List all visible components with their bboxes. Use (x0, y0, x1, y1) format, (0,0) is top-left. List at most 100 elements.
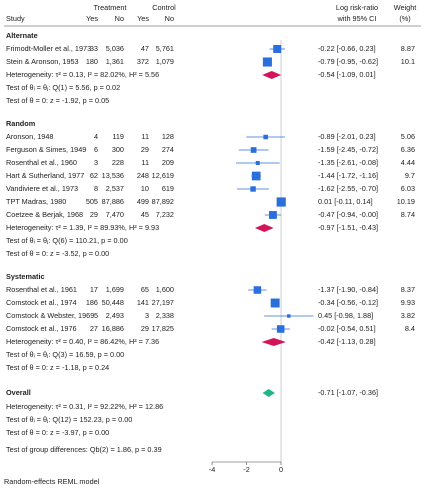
count-cell: 248 (137, 171, 149, 180)
study-square (276, 325, 285, 333)
count-cell: 87,892 (152, 197, 174, 206)
count-cell: 17 (90, 285, 98, 294)
ci-label: -0.34 [-0.56, -0.12] (318, 298, 378, 307)
count-cell: 5,036 (106, 44, 124, 53)
group-title: Random (6, 119, 36, 128)
count-cell: 12,619 (152, 171, 174, 180)
study-label: Stein & Aronson, 1953 (6, 57, 79, 66)
header: Control (152, 3, 176, 12)
header: No (165, 14, 174, 23)
weight-label: 6.03 (401, 184, 415, 193)
study-label: Ferguson & Simes, 1949 (6, 145, 86, 154)
count-cell: 5,761 (156, 44, 174, 53)
count-cell: 128 (162, 132, 174, 141)
ci-label: -0.54 [-1.09, 0.01] (318, 70, 376, 79)
count-cell: 47 (141, 44, 149, 53)
study-square (268, 211, 277, 219)
group-title: Alternate (6, 31, 38, 40)
count-cell: 119 (112, 132, 124, 141)
ci-label: -1.62 [-2.55, -0.70] (318, 184, 378, 193)
count-cell: 499 (137, 197, 149, 206)
study-square (250, 186, 256, 192)
header: Log risk-ratio (336, 3, 378, 12)
weight-label: 8.37 (401, 285, 415, 294)
test-text: Test of θᵢ = θⱼ: Q(3) = 16.59, p = 0.00 (6, 350, 124, 359)
count-cell: 4 (94, 132, 98, 141)
weight-label: 9.7 (405, 171, 415, 180)
count-cell: 1,361 (106, 57, 124, 66)
count-cell: 186 (86, 298, 98, 307)
count-cell: 7,232 (156, 210, 174, 219)
study-label: Rosenthal et al., 1961 (6, 285, 77, 294)
test-text: Test of θ = 0: z = -1.92, p = 0.05 (6, 96, 109, 105)
study-square (276, 197, 286, 207)
heterogeneity: Heterogeneity: τ² = 0.40, I² = 86.42%, H… (6, 337, 159, 346)
count-cell: 1,600 (156, 285, 174, 294)
count-cell: 65 (141, 285, 149, 294)
count-cell: 3 (94, 158, 98, 167)
weight-label: 8.4 (405, 324, 415, 333)
ci-label: -0.79 [-0.95, -0.62] (318, 57, 378, 66)
header: (%) (399, 14, 410, 23)
ci-label: -0.22 [-0.66, 0.23] (318, 44, 376, 53)
count-cell: 6 (94, 145, 98, 154)
count-cell: 274 (162, 145, 174, 154)
header: Yes (137, 14, 149, 23)
header: Weight (394, 3, 417, 12)
weight-label: 9.93 (401, 298, 415, 307)
study-square (251, 171, 261, 181)
footnote: Random-effects REML model (4, 477, 100, 486)
test-text: Test of θᵢ = θⱼ: Q(1) = 5.56, p = 0.02 (6, 83, 120, 92)
weight-label: 5.06 (401, 132, 415, 141)
study-label: Hart & Sutherland, 1977 (6, 171, 84, 180)
ci-label: -1.59 [-2.45, -0.72] (318, 145, 378, 154)
x-tick-label: 0 (279, 465, 283, 474)
count-cell: 619 (162, 184, 174, 193)
count-cell: 29 (141, 145, 149, 154)
weight-label: 10.19 (397, 197, 415, 206)
test-text: Test of θ = 0: z = -3.52, p = 0.00 (6, 249, 109, 258)
count-cell: 141 (137, 298, 149, 307)
weight-label: 6.36 (401, 145, 415, 154)
test-text: Test of θᵢ = θⱼ: Q(12) = 152.23, p = 0.0… (6, 415, 132, 424)
count-cell: 62 (90, 171, 98, 180)
header: Study (6, 14, 25, 23)
weight-label: 10.1 (401, 57, 415, 66)
count-cell: 5 (94, 311, 98, 320)
count-cell: 45 (141, 210, 149, 219)
ci-label: -0.89 [-2.01, 0.23] (318, 132, 376, 141)
count-cell: 27,197 (152, 298, 174, 307)
study-square (270, 298, 280, 308)
summary-diamond (254, 224, 274, 232)
test-text: Test of θ = 0: z = -3.97, p = 0.00 (6, 428, 109, 437)
study-square (263, 134, 268, 140)
summary-diamond (262, 71, 282, 79)
count-cell: 2,537 (106, 184, 124, 193)
overall-title: Overall (6, 388, 31, 397)
ci-label: 0.01 [-0.11, 0.14] (318, 197, 373, 206)
count-cell: 29 (90, 210, 98, 219)
x-tick-label: -2 (243, 465, 250, 474)
ci-label: -0.02 [-0.54, 0.51] (318, 324, 376, 333)
ci-label: -1.44 [-1.72, -1.16] (318, 171, 378, 180)
count-cell: 87,886 (102, 197, 124, 206)
test-text: Test of θ = 0: z = -1.18, p = 0.24 (6, 363, 109, 372)
count-cell: 27 (90, 324, 98, 333)
study-label: Comstock et al., 1974 (6, 298, 77, 307)
study-square (287, 314, 291, 318)
header: with 95% CI (337, 14, 377, 23)
x-tick-label: -4 (209, 465, 216, 474)
test-text: Test of θᵢ = θⱼ: Q(6) = 110.21, p = 0.00 (6, 236, 128, 245)
study-label: TPT Madras, 1980 (6, 197, 66, 206)
count-cell: 29 (141, 324, 149, 333)
ci-label: -0.42 [-1.13, 0.28] (318, 337, 376, 346)
study-label: Coetzee & Berjak, 1968 (6, 210, 83, 219)
count-cell: 11 (141, 158, 149, 167)
study-label: Comstock & Webster, 1969 (6, 311, 94, 320)
count-cell: 1,699 (106, 285, 124, 294)
ci-label: -0.97 [-1.51, -0.43] (318, 223, 378, 232)
header: Treatment (94, 3, 127, 12)
count-cell: 228 (112, 158, 124, 167)
study-square (273, 45, 282, 53)
